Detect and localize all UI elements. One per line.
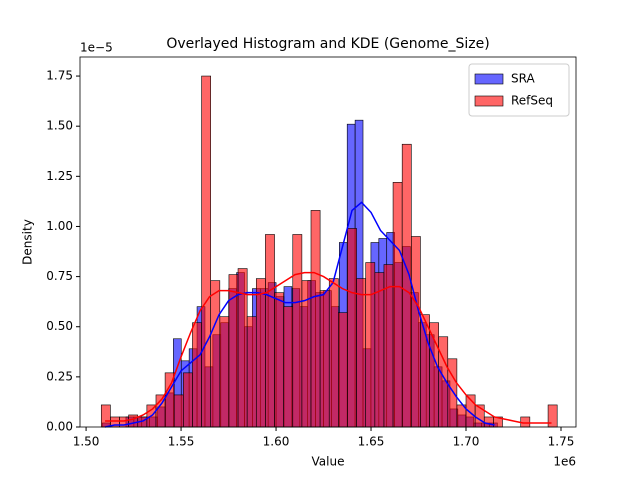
y-tick-label: 1.50 bbox=[46, 119, 73, 133]
kde-line bbox=[104, 201, 495, 428]
chart-title: Overlayed Histogram and KDE (Genome_Size… bbox=[166, 36, 489, 52]
bar bbox=[265, 234, 275, 428]
x-tick-label: 1.50 bbox=[73, 435, 100, 449]
legend-swatch bbox=[474, 73, 504, 85]
bar bbox=[210, 280, 221, 428]
legend-swatch bbox=[474, 95, 504, 107]
y-tick-label: 1.00 bbox=[46, 219, 73, 233]
bar bbox=[347, 228, 357, 428]
y-tick-label: 0.00 bbox=[46, 420, 73, 434]
legend-label: SRA bbox=[511, 72, 535, 86]
bar bbox=[483, 416, 494, 428]
legend-label: RefSeq bbox=[511, 94, 553, 108]
bar bbox=[201, 75, 211, 428]
bar bbox=[100, 404, 111, 428]
legend: SRA RefSeq bbox=[468, 63, 570, 117]
bar bbox=[338, 312, 348, 428]
bar bbox=[401, 143, 412, 428]
bar bbox=[328, 278, 339, 428]
bar bbox=[292, 234, 303, 428]
bar bbox=[246, 316, 257, 428]
bar bbox=[219, 316, 230, 428]
bar bbox=[274, 292, 284, 428]
bar bbox=[365, 262, 376, 428]
bar bbox=[128, 414, 139, 428]
x-tick-label: 1.65 bbox=[358, 435, 385, 449]
x-axis-label: Value bbox=[312, 455, 345, 469]
kde-line bbox=[105, 271, 552, 424]
bar bbox=[173, 394, 184, 428]
y-offset-label: 1e−5 bbox=[80, 41, 113, 55]
bar bbox=[283, 306, 294, 428]
bar bbox=[319, 290, 330, 428]
x-offset-label: 1e6 bbox=[553, 455, 576, 469]
bar bbox=[410, 236, 421, 428]
y-tick-label: 0.50 bbox=[46, 319, 73, 333]
bar bbox=[183, 372, 193, 428]
bar bbox=[356, 278, 367, 428]
x-tick-label: 1.60 bbox=[263, 435, 290, 449]
y-tick-label: 0.25 bbox=[46, 369, 73, 383]
bar bbox=[192, 322, 202, 428]
y-tick-label: 1.75 bbox=[46, 69, 73, 83]
bar bbox=[301, 280, 312, 428]
y-tick-label: 0.75 bbox=[46, 269, 73, 283]
plot-frame bbox=[79, 56, 577, 428]
x-tick-label: 1.75 bbox=[548, 435, 575, 449]
bar bbox=[392, 182, 403, 428]
bar bbox=[374, 272, 385, 428]
y-tick-label: 1.25 bbox=[46, 169, 73, 183]
bar bbox=[520, 416, 531, 428]
bar bbox=[255, 278, 266, 428]
x-tick-label: 1.55 bbox=[168, 435, 195, 449]
bar bbox=[310, 210, 321, 428]
x-tick-label: 1.70 bbox=[453, 435, 480, 449]
y-axis-label: Density bbox=[21, 219, 35, 265]
